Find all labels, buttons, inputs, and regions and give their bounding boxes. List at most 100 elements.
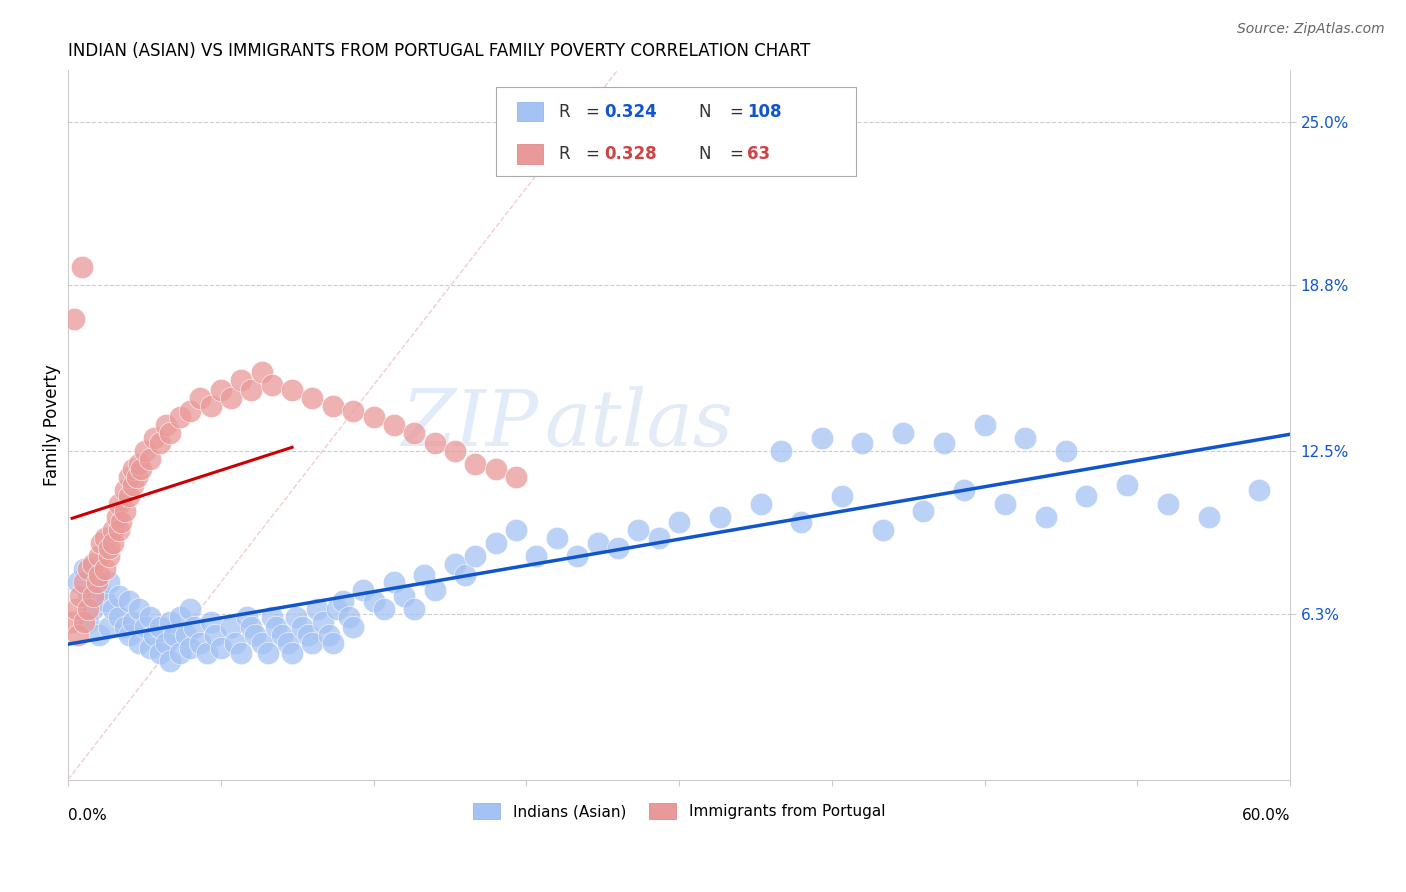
Point bbox=[82, 557, 104, 571]
Point bbox=[932, 436, 955, 450]
Point bbox=[586, 536, 609, 550]
Point bbox=[831, 489, 853, 503]
Point bbox=[87, 628, 110, 642]
Point bbox=[114, 504, 136, 518]
Point bbox=[114, 483, 136, 498]
Point bbox=[60, 615, 83, 629]
Point bbox=[200, 615, 222, 629]
Point bbox=[179, 601, 201, 615]
Point bbox=[423, 436, 446, 450]
Point bbox=[131, 462, 153, 476]
Point bbox=[1198, 509, 1220, 524]
Point bbox=[749, 496, 772, 510]
Point bbox=[363, 594, 385, 608]
Point bbox=[97, 575, 120, 590]
Point bbox=[322, 636, 344, 650]
Point bbox=[163, 628, 186, 642]
Point bbox=[86, 575, 108, 590]
Point bbox=[128, 601, 150, 615]
Text: =: = bbox=[585, 103, 599, 120]
Text: 60.0%: 60.0% bbox=[1241, 808, 1291, 823]
Point bbox=[953, 483, 976, 498]
Point bbox=[260, 378, 283, 392]
Point bbox=[1157, 496, 1180, 510]
Point bbox=[169, 609, 191, 624]
Point bbox=[1014, 431, 1036, 445]
Text: =: = bbox=[730, 103, 742, 120]
Text: R: R bbox=[558, 145, 569, 163]
Point bbox=[174, 628, 197, 642]
Point bbox=[87, 567, 110, 582]
Point bbox=[138, 641, 160, 656]
Point bbox=[342, 620, 364, 634]
Text: ZIP: ZIP bbox=[401, 386, 538, 463]
Point bbox=[973, 417, 995, 432]
Point bbox=[114, 620, 136, 634]
Point bbox=[77, 615, 100, 629]
Point bbox=[127, 470, 149, 484]
Point bbox=[67, 628, 90, 642]
Point bbox=[526, 549, 548, 563]
Point bbox=[73, 562, 96, 576]
Bar bbox=[516, 102, 543, 121]
Point bbox=[231, 647, 253, 661]
Point bbox=[122, 478, 145, 492]
Point bbox=[464, 457, 486, 471]
Point bbox=[485, 462, 508, 476]
Point bbox=[159, 615, 181, 629]
Point bbox=[67, 575, 90, 590]
Point bbox=[82, 589, 104, 603]
Point bbox=[93, 562, 115, 576]
Point bbox=[149, 436, 172, 450]
Point bbox=[1116, 478, 1139, 492]
Text: INDIAN (ASIAN) VS IMMIGRANTS FROM PORTUGAL FAMILY POVERTY CORRELATION CHART: INDIAN (ASIAN) VS IMMIGRANTS FROM PORTUG… bbox=[67, 42, 810, 60]
Text: 63: 63 bbox=[748, 145, 770, 163]
Point bbox=[77, 601, 100, 615]
Point bbox=[301, 392, 323, 406]
Point bbox=[224, 636, 246, 650]
Point bbox=[264, 620, 287, 634]
Point bbox=[404, 601, 426, 615]
Point bbox=[101, 536, 124, 550]
Point bbox=[108, 589, 131, 603]
Point bbox=[627, 523, 650, 537]
FancyBboxPatch shape bbox=[496, 87, 856, 176]
Text: =: = bbox=[730, 145, 742, 163]
Point bbox=[101, 601, 124, 615]
Point bbox=[118, 470, 141, 484]
Text: 108: 108 bbox=[748, 103, 782, 120]
Text: atlas: atlas bbox=[544, 386, 734, 463]
Point bbox=[250, 636, 273, 650]
Point bbox=[108, 523, 131, 537]
Point bbox=[72, 260, 94, 274]
Point bbox=[285, 609, 308, 624]
Point bbox=[567, 549, 589, 563]
Point bbox=[392, 589, 415, 603]
Point bbox=[128, 457, 150, 471]
Point bbox=[90, 536, 112, 550]
Point bbox=[204, 628, 226, 642]
Point bbox=[994, 496, 1017, 510]
Point bbox=[332, 594, 354, 608]
Point bbox=[65, 601, 87, 615]
Text: =: = bbox=[585, 145, 599, 163]
Point bbox=[912, 504, 935, 518]
Point bbox=[190, 392, 212, 406]
Point bbox=[245, 628, 267, 642]
Point bbox=[87, 549, 110, 563]
Point bbox=[769, 444, 792, 458]
Point bbox=[159, 654, 181, 668]
Point bbox=[73, 575, 96, 590]
Point bbox=[209, 641, 232, 656]
Point bbox=[122, 462, 145, 476]
Point bbox=[134, 444, 156, 458]
Point bbox=[322, 399, 344, 413]
Point bbox=[891, 425, 914, 440]
Point bbox=[271, 628, 294, 642]
Point bbox=[179, 404, 201, 418]
Point bbox=[209, 384, 232, 398]
Point bbox=[118, 628, 141, 642]
Point bbox=[301, 636, 323, 650]
Point bbox=[454, 567, 477, 582]
Point bbox=[169, 647, 191, 661]
